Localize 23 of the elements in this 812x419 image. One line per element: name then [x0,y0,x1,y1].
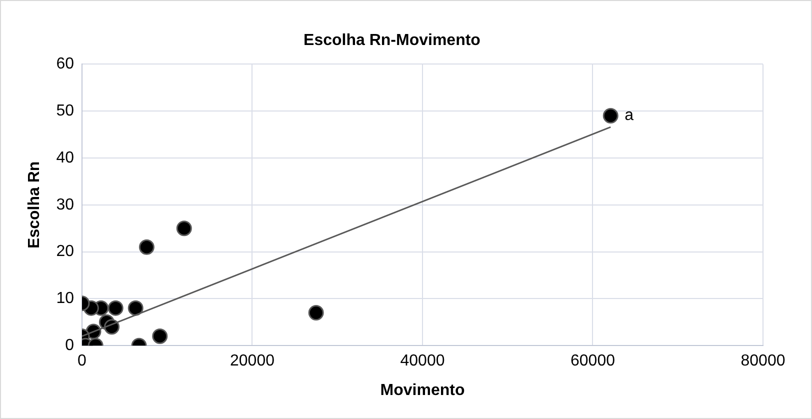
y-tick-label: 30 [56,196,74,214]
y-tick-label: 0 [65,337,74,354]
x-axis-title: Movimento [380,382,465,399]
annotation: a [624,107,634,124]
point [308,305,324,321]
point [108,300,124,316]
y-tick-label: 20 [56,243,74,260]
y-axis-title: Escolha Rn [26,161,44,248]
y-tick-label: 60 [56,56,74,73]
x-tick-label: 0 [78,352,87,370]
y-tick-label: 40 [56,149,74,166]
x-tick-label: 40000 [400,352,445,370]
x-tick-label: 20000 [230,352,275,370]
y-tick-label: 50 [56,102,74,120]
point [602,108,618,124]
point [128,300,144,316]
y-tick-label: 10 [56,290,74,308]
chart-title: Escolha Rn-Movimento [304,32,481,50]
x-tick-label: 80000 [740,352,786,370]
point [138,239,154,255]
point [152,328,168,344]
point [176,220,192,236]
x-tick-label: 60000 [570,352,616,370]
